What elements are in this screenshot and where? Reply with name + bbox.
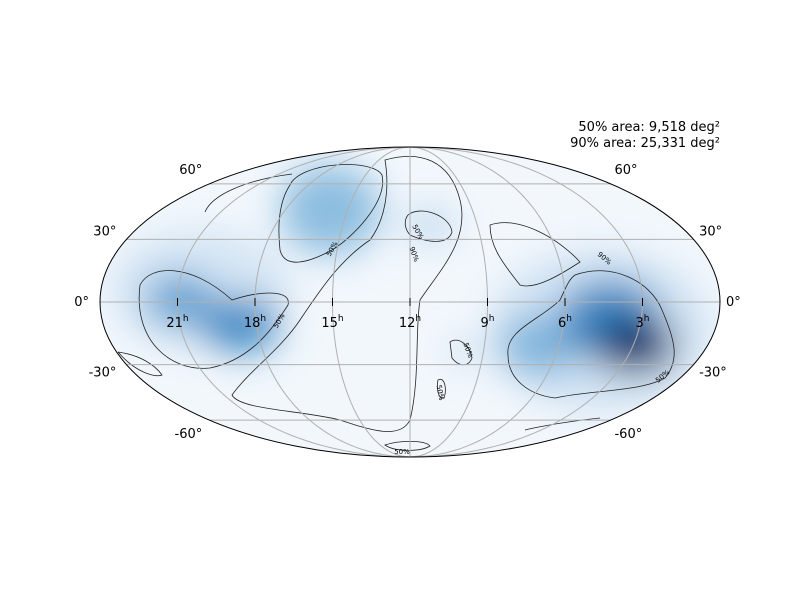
area-annotation: 50% area: 9,518 deg² xyxy=(578,120,720,135)
dec-tick-label: 0° xyxy=(74,295,89,310)
ra-hours: 18 xyxy=(244,316,261,331)
ra-unit: h xyxy=(489,314,495,324)
ra-unit: h xyxy=(644,314,650,324)
ra-hours: 12 xyxy=(399,316,416,331)
dec-tick-label: 0° xyxy=(726,295,741,310)
dec-tick-label: 60° xyxy=(179,163,202,178)
dec-tick-label: -60° xyxy=(614,427,642,442)
dec-tick-label: -60° xyxy=(175,427,203,442)
ra-tick-label: 18h xyxy=(244,314,266,331)
ra-hours: 15 xyxy=(321,316,338,331)
ra-tick-label: 12h xyxy=(399,314,421,331)
ra-unit: h xyxy=(415,314,421,324)
ra-tick-label: 3h xyxy=(636,314,650,331)
ra-hours: 21 xyxy=(166,316,183,331)
dec-tick-label: 30° xyxy=(93,224,116,239)
ra-hours: 3 xyxy=(636,316,644,331)
contour-label: 50% xyxy=(435,384,446,401)
ra-tick-label: 9h xyxy=(481,314,495,331)
dec-tick-label: 60° xyxy=(614,163,637,178)
ra-unit: h xyxy=(338,314,344,324)
ra-unit: h xyxy=(183,314,189,324)
ra-hours: 6 xyxy=(558,316,566,331)
dec-tick-label: -30° xyxy=(89,366,117,381)
ra-unit: h xyxy=(566,314,572,324)
contours xyxy=(117,156,675,451)
area-annotation: 90% area: 25,331 deg² xyxy=(570,136,720,151)
contour-label: 50% xyxy=(394,448,410,456)
ra-hours: 9 xyxy=(481,316,489,331)
ra-tick-label: 21h xyxy=(166,314,188,331)
ra-unit: h xyxy=(260,314,266,324)
ra-tick-label: 15h xyxy=(321,314,343,331)
ra-tick-label: 6h xyxy=(558,314,572,331)
dec-tick-label: -30° xyxy=(699,366,727,381)
dec-tick-label: 30° xyxy=(699,224,722,239)
map-frame xyxy=(99,146,721,458)
